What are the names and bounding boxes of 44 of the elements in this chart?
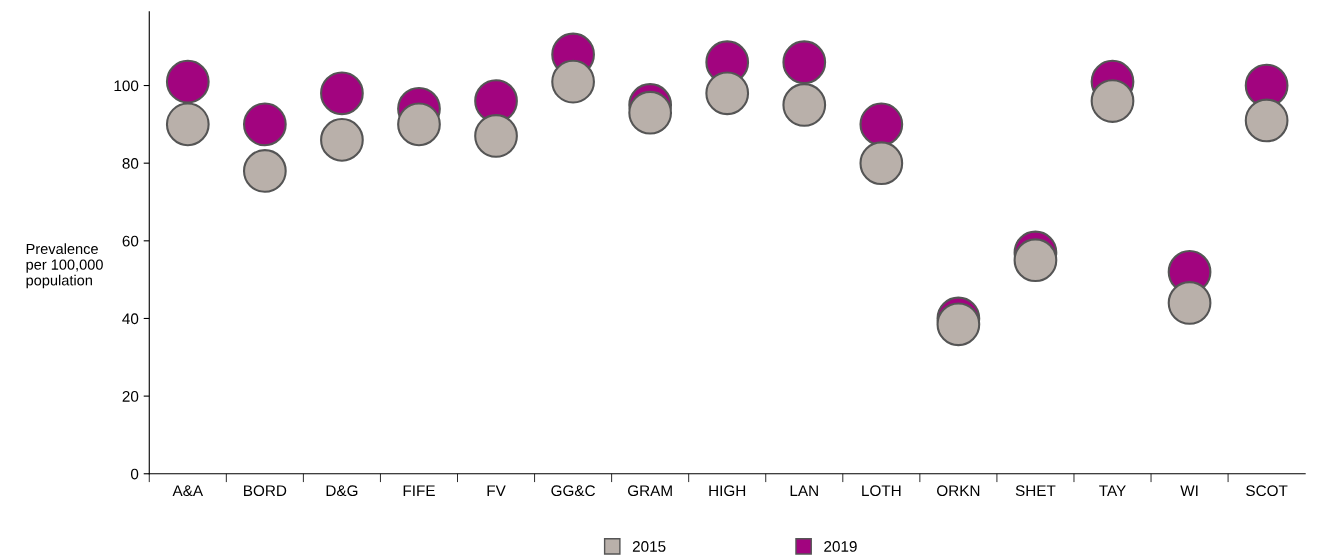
x-tick-label: LAN [790,485,818,496]
y-axis-title: Prevalence per 100,000 population [26,243,103,289]
x-tick-label: GG&C [551,485,596,497]
x-tick-label: SHET [1015,485,1056,497]
x-tick-label: SCOT [1246,485,1288,497]
point [242,149,287,193]
point [1167,281,1212,325]
point [1090,79,1135,123]
point [165,102,210,147]
x-tick-label: LOTH [862,485,901,497]
point [474,114,518,158]
y-tick-label: 40 [122,313,139,325]
point [782,83,827,127]
y-tick-label: 20 [122,390,139,402]
x-tick-label: GRAM [628,485,672,497]
legend-label: 2019 [824,541,857,552]
x-tick-label: ORKN [937,485,980,497]
y-tick-label: 0 [130,468,139,480]
point [320,71,364,116]
point [551,59,595,104]
point [397,102,441,147]
y-tick-label: 100 [114,80,139,92]
y-tick-label: 60 [122,235,139,247]
point [1013,238,1058,283]
x-tick-label: FV [487,485,506,496]
legend-label: 2015 [632,541,666,552]
point [782,40,827,85]
x-tick-label: HIGH [709,485,746,497]
x-tick-label: BORD [244,485,287,497]
point [1244,98,1289,143]
point [165,59,210,104]
x-tick-label: D&G [326,485,358,497]
point [628,90,673,135]
x-tick-label: TAY [1099,485,1126,496]
point [859,102,904,147]
y-tick-label: 80 [122,158,139,169]
point [705,71,750,116]
point [320,118,364,162]
point [242,102,287,147]
x-tick-label: FIFE [403,485,435,496]
x-tick-label: A&A [172,485,204,497]
point [859,141,904,186]
x-tick-label: WI [1180,485,1198,496]
point [936,302,981,347]
